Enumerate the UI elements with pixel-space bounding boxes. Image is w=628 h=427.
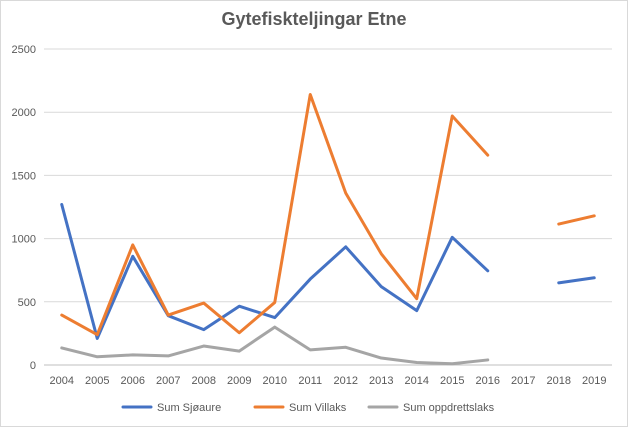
y-tick-label: 2500: [12, 44, 36, 56]
y-tick-label: 1000: [12, 234, 36, 246]
series-line: [60, 93, 490, 337]
x-tick-label: 2018: [547, 375, 571, 387]
series-1: [60, 93, 596, 337]
x-tick-label: 2007: [156, 375, 180, 387]
series-layer: [60, 93, 596, 366]
x-tick-label: 2017: [511, 375, 535, 387]
series-line: [557, 276, 596, 285]
x-tick-label: 2004: [50, 375, 74, 387]
x-tick-label: 2009: [227, 375, 251, 387]
y-tick-label: 500: [18, 297, 36, 309]
x-tick-label: 2010: [263, 375, 287, 387]
y-tick-label: 1500: [12, 170, 36, 182]
y-tick-label: 0: [30, 360, 36, 372]
chart-title: Gytefiskteljingar Etne: [221, 9, 407, 29]
x-tick-label: 2005: [85, 375, 109, 387]
x-tick-label: 2006: [121, 375, 145, 387]
series-line: [60, 325, 490, 366]
legend: Sum Sjøaure Sum Villaks Sum oppdrettslaks: [121, 402, 495, 414]
x-tick-label: 2016: [476, 375, 500, 387]
x-tick-label: 2015: [440, 375, 464, 387]
grid-layer: [44, 48, 612, 366]
x-tick-label: 2012: [334, 375, 358, 387]
legend-label: Sum Sjøaure: [157, 402, 221, 414]
legend-label: Sum Villaks: [289, 402, 347, 414]
series-line: [60, 202, 490, 340]
x-tick-label: 2008: [192, 375, 216, 387]
x-axis-ticks: 2004 2005 2006 2007 2008 2009 2010 2011 2012 2013…: [50, 375, 607, 387]
series-line: [557, 214, 596, 226]
x-tick-label: 2013: [369, 375, 393, 387]
x-tick-label: 2019: [582, 375, 606, 387]
x-tick-label: 2014: [405, 375, 429, 387]
x-tick-label: 2011: [298, 375, 322, 387]
series-0: [60, 202, 596, 340]
y-axis-ticks: 0 500 1000 1500 2000 2500: [12, 44, 36, 372]
series-2: [60, 325, 490, 366]
legend-label: Sum oppdrettslaks: [403, 402, 495, 414]
y-tick-label: 2000: [12, 107, 36, 119]
